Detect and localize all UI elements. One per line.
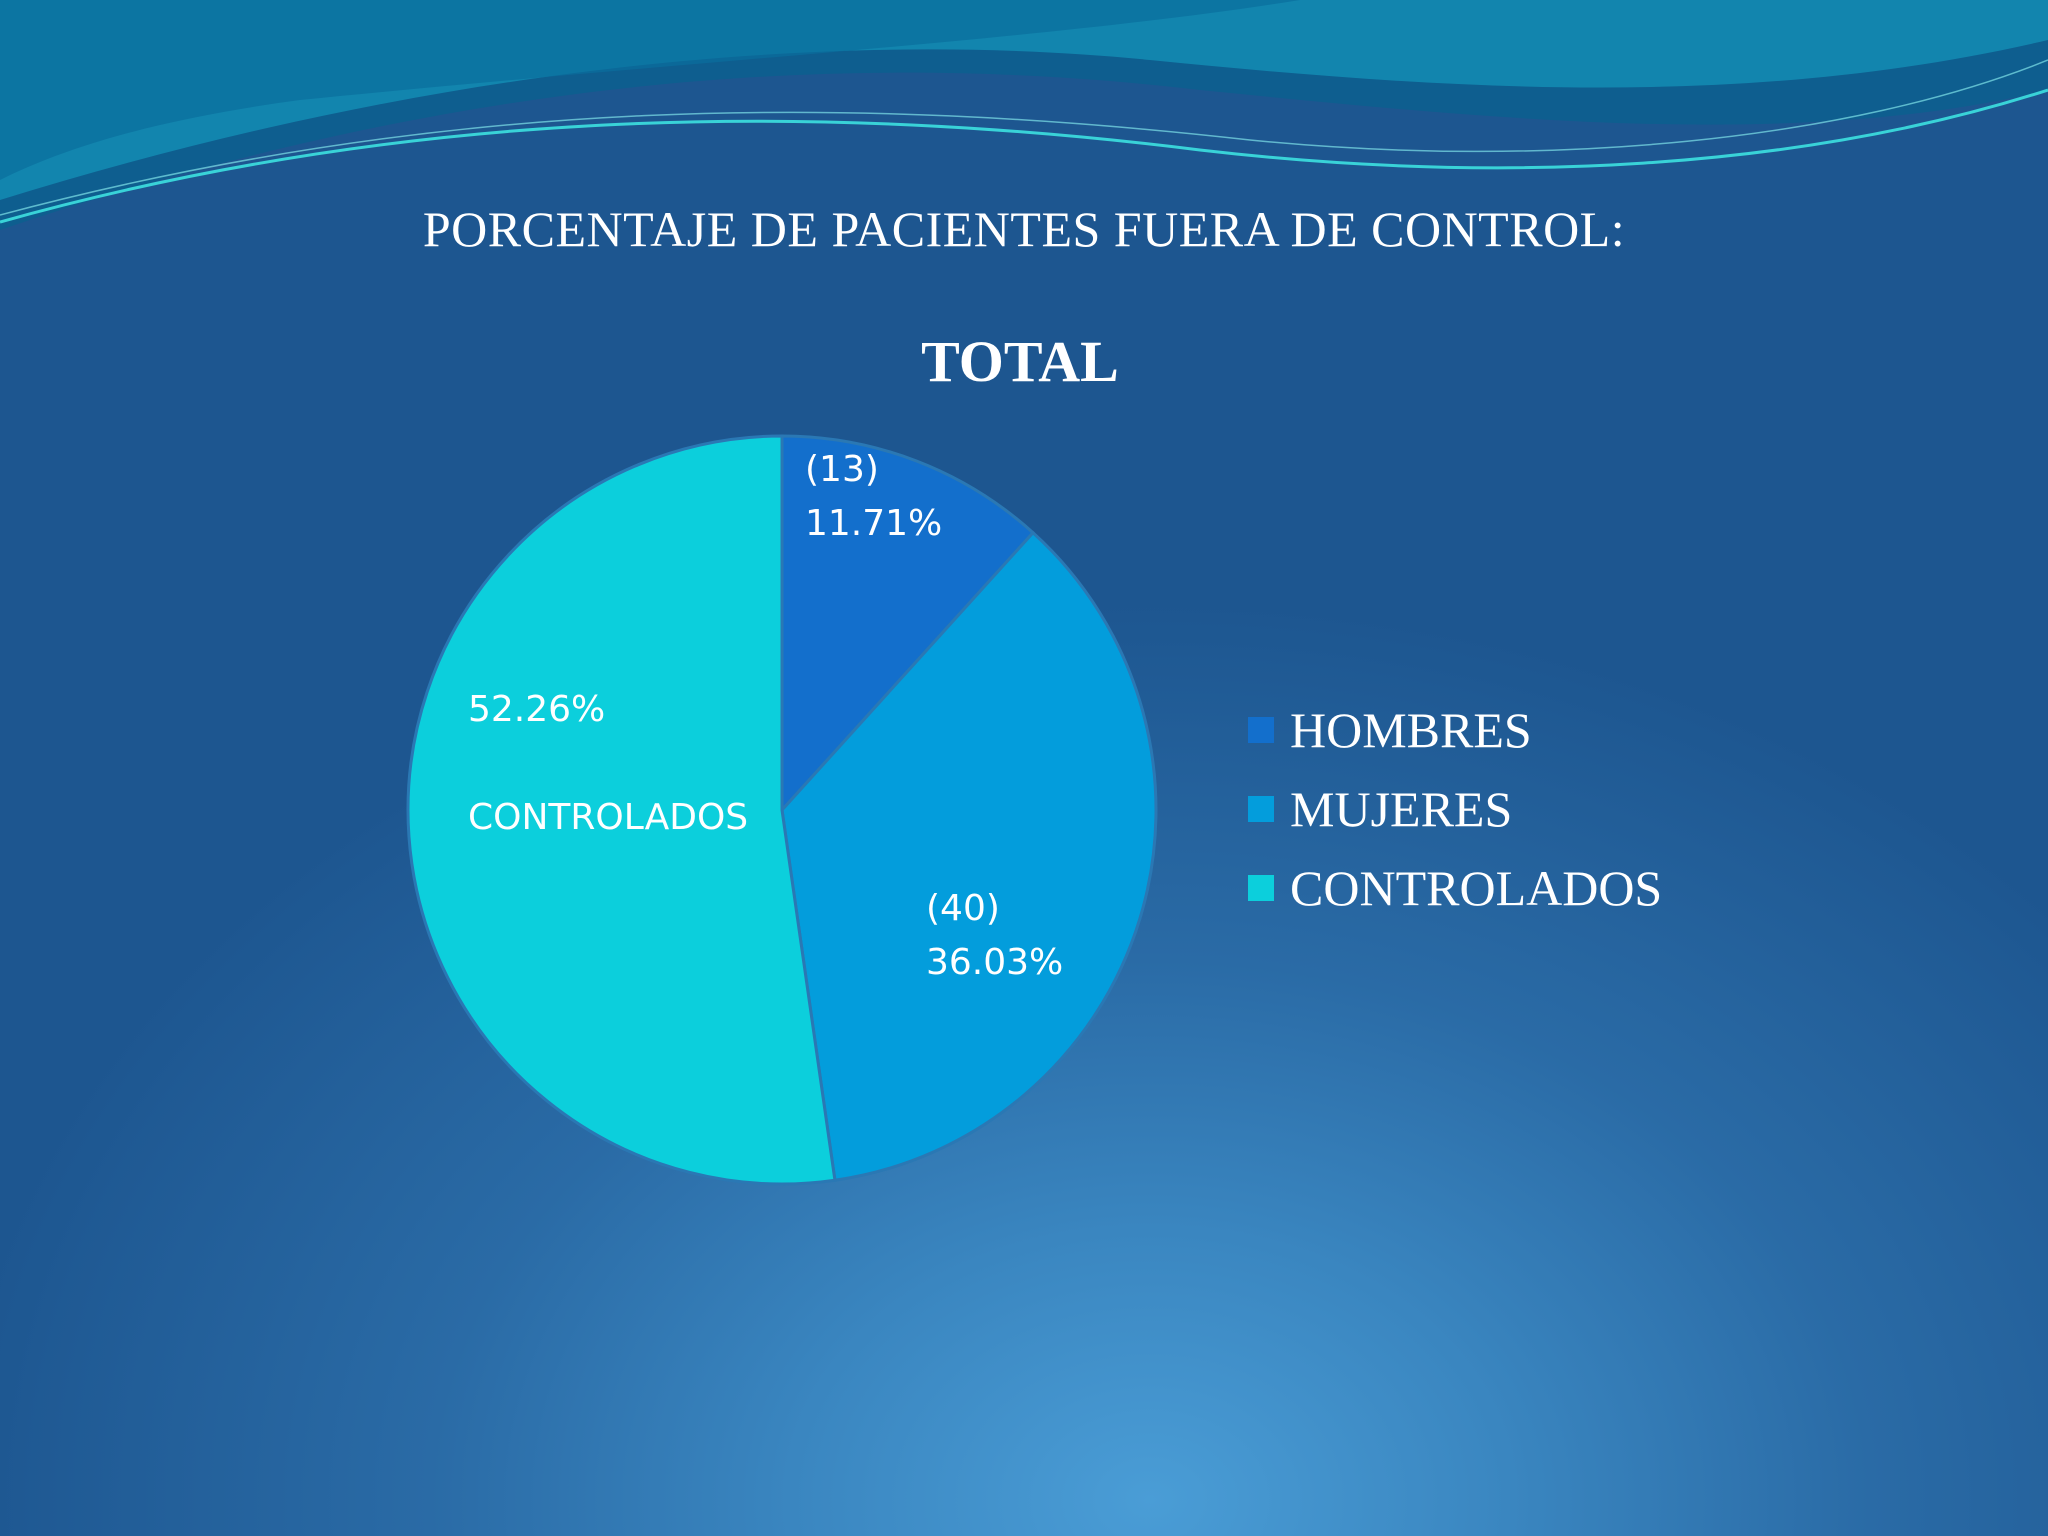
- data-label-hombres: (13) 11.71%: [805, 443, 942, 551]
- header-wave-decoration: [0, 0, 2048, 230]
- data-label-controlados-category: CONTROLADOS: [468, 797, 749, 838]
- legend-item-controlados: CONTROLADOS: [1248, 848, 1662, 927]
- data-label-hombres-percent: 11.71%: [805, 503, 943, 544]
- legend-label-controlados: CONTROLADOS: [1290, 859, 1663, 916]
- data-label-mujeres-count: (40): [926, 888, 1000, 929]
- data-label-mujeres: (40) 36.03%: [926, 882, 1063, 990]
- data-label-controlados-percent: 52.26%: [468, 689, 606, 730]
- pie-slice-mujeres: [780, 530, 1158, 1182]
- pie-slice-controlados: [406, 434, 837, 1186]
- legend-swatch-mujeres: [1248, 795, 1274, 822]
- chart-legend: HOMBRES MUJERES CONTROLADOS: [1248, 690, 1662, 927]
- pie-slice-hombres: [780, 434, 1036, 814]
- legend-swatch-controlados: [1248, 874, 1274, 901]
- data-label-controlados: 52.26% CONTROLADOS: [468, 683, 748, 845]
- legend-label-mujeres: MUJERES: [1290, 780, 1513, 837]
- chart-title: TOTAL: [921, 329, 1119, 394]
- data-label-hombres-count: (13): [805, 449, 879, 490]
- legend-label-hombres: HOMBRES: [1290, 701, 1532, 758]
- legend-swatch-hombres: [1248, 716, 1274, 743]
- slide-title: PORCENTAJE DE PACIENTES FUERA DE CONTROL…: [422, 201, 1626, 257]
- data-label-mujeres-percent: 36.03%: [926, 942, 1064, 983]
- legend-item-mujeres: MUJERES: [1248, 769, 1662, 848]
- legend-item-hombres: HOMBRES: [1248, 690, 1662, 769]
